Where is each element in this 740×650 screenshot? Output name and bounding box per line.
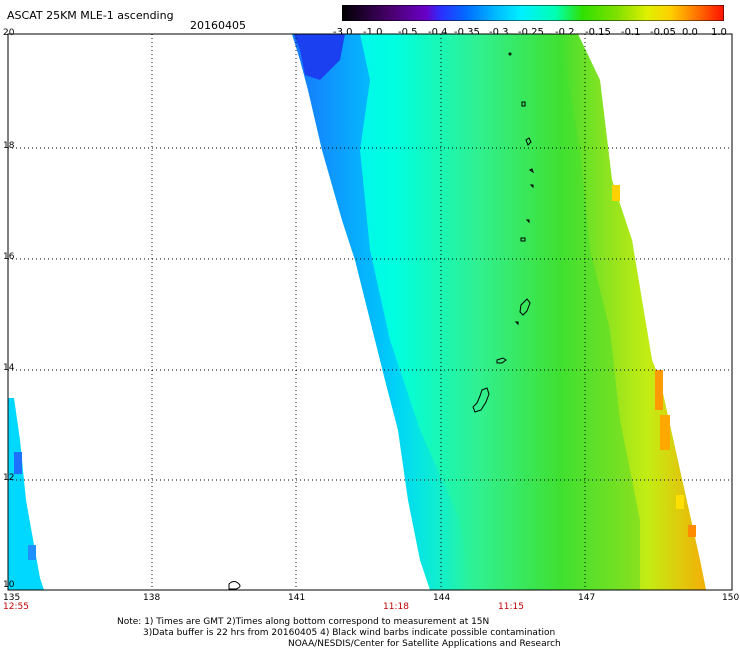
lat-label: 12 xyxy=(3,473,15,483)
colorbar-tick: -0.25 xyxy=(518,27,544,38)
note-line: Note: 1) Times are GMT 2)Times along bot… xyxy=(117,617,490,627)
colorbar-tick: 1.0 xyxy=(711,27,727,38)
lat-gridlines xyxy=(8,147,732,481)
lat-label: 18 xyxy=(3,141,15,151)
note-line: 3)Data buffer is 22 hrs from 20160405 4)… xyxy=(143,628,556,638)
lon-label: 147 xyxy=(578,593,596,603)
lat-label: 14 xyxy=(3,363,15,373)
time-label: 12:55 xyxy=(3,602,29,612)
hot-pixel xyxy=(660,415,670,450)
hot-pixel xyxy=(612,185,620,201)
hot-pixel xyxy=(688,525,696,537)
colorbar-tick: -0.5 xyxy=(398,27,418,38)
swath-left-blue xyxy=(28,545,36,560)
swath-east-edge xyxy=(560,34,706,590)
lon-label: 138 xyxy=(143,593,161,603)
colorbar-tick: -0.1 xyxy=(621,27,641,38)
lon-label: 144 xyxy=(433,593,451,603)
credit-line: NOAA/NESDIS/Center for Satellite Applica… xyxy=(288,639,561,649)
lat-label: 16 xyxy=(3,252,15,262)
lon-gridlines xyxy=(151,34,586,590)
lat-label: 10 xyxy=(3,580,15,590)
lon-label: 141 xyxy=(288,593,306,603)
colorbar-tick: -0.15 xyxy=(585,27,611,38)
map-title: ASCAT 25KM MLE-1 ascending xyxy=(7,9,174,22)
time-label: 11:18 xyxy=(383,602,409,612)
colorbar xyxy=(342,5,724,21)
colorbar-tick: -0.35 xyxy=(454,27,480,38)
swath-west-edge xyxy=(292,34,470,590)
colorbar-tick: -0.05 xyxy=(650,27,676,38)
lon-label: 135 xyxy=(3,593,21,603)
colorbar-tick: -1.0 xyxy=(363,27,383,38)
colorbar-tick: -3.0 xyxy=(333,27,353,38)
colorbar-tick: -0.3 xyxy=(489,27,509,38)
colorbar-tick: -0.4 xyxy=(428,27,448,38)
time-label: 11:15 xyxy=(498,602,524,612)
swath-left xyxy=(8,398,44,590)
swath-corner xyxy=(294,34,345,80)
map-frame xyxy=(7,33,733,591)
hot-pixel xyxy=(655,370,663,410)
swath-left-blue xyxy=(14,452,22,474)
lon-label: 150 xyxy=(722,593,740,603)
lat-label: 20 xyxy=(3,28,15,38)
map-date: 20160405 xyxy=(190,19,246,32)
islands xyxy=(228,52,534,590)
colorbar-tick: 0.0 xyxy=(682,27,698,38)
hot-pixel xyxy=(676,495,684,509)
colorbar-tick: -0.2 xyxy=(555,27,575,38)
